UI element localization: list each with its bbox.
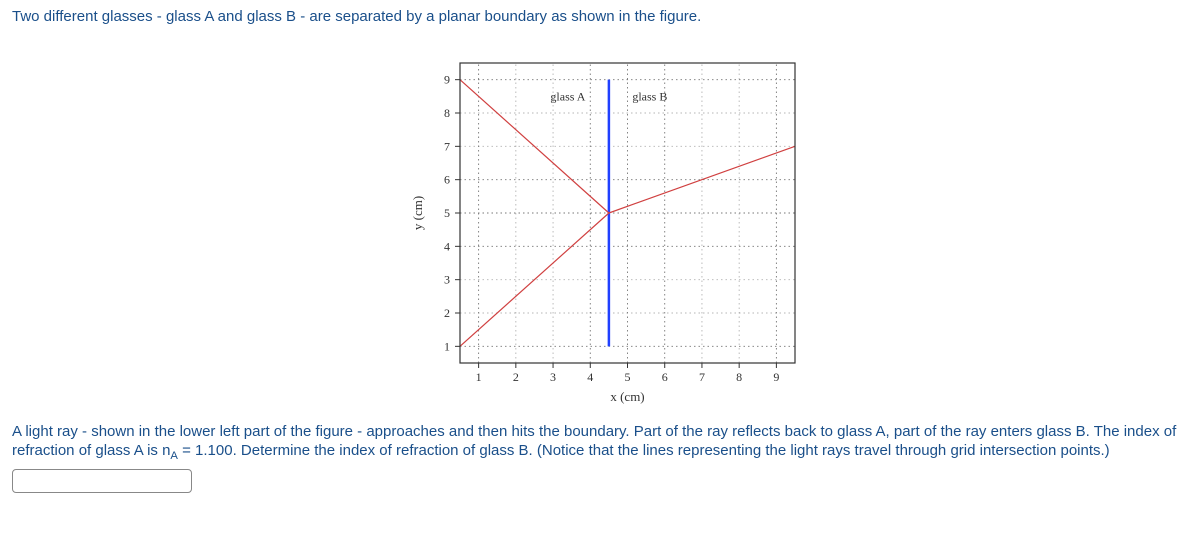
figure-container: 1 1 2 2 3 3 4 4 5 5 6 6 7 7 8 8 9 9 x (cm) y (cm) glass A gla…	[12, 33, 1188, 413]
svg-text:glass B: glass B	[632, 89, 667, 103]
svg-text:8: 8	[444, 106, 450, 120]
svg-text:4: 4	[587, 370, 593, 384]
svg-text:9: 9	[444, 72, 450, 86]
svg-text:2: 2	[444, 306, 450, 320]
svg-text:7: 7	[699, 370, 705, 384]
svg-text:glass A: glass A	[550, 89, 585, 103]
svg-text:8: 8	[736, 370, 742, 384]
svg-text:9: 9	[773, 370, 779, 384]
answer-input[interactable]	[12, 469, 192, 493]
refraction-chart: 1 1 2 2 3 3 4 4 5 5 6 6 7 7 8 8 9 9 x (cm) y (cm) glass A gla…	[385, 33, 815, 413]
problem-body: A light ray - shown in the lower left pa…	[12, 423, 1188, 463]
svg-text:1: 1	[476, 370, 482, 384]
svg-text:4: 4	[444, 239, 450, 253]
svg-text:5: 5	[444, 206, 450, 220]
svg-text:2: 2	[513, 370, 519, 384]
problem-intro: Two different glasses - glass A and glas…	[12, 8, 1188, 27]
svg-text:5: 5	[625, 370, 631, 384]
svg-text:6: 6	[444, 172, 450, 186]
answer-row	[12, 469, 1188, 493]
svg-text:3: 3	[444, 272, 450, 286]
svg-text:3: 3	[550, 370, 556, 384]
subscript-a: A	[170, 450, 178, 462]
svg-text:y (cm): y (cm)	[410, 196, 425, 230]
svg-text:1: 1	[444, 339, 450, 353]
body-post: = 1.100. Determine the index of refracti…	[178, 442, 1110, 459]
svg-text:x (cm): x (cm)	[610, 389, 644, 404]
svg-text:7: 7	[444, 139, 450, 153]
svg-text:6: 6	[662, 370, 668, 384]
